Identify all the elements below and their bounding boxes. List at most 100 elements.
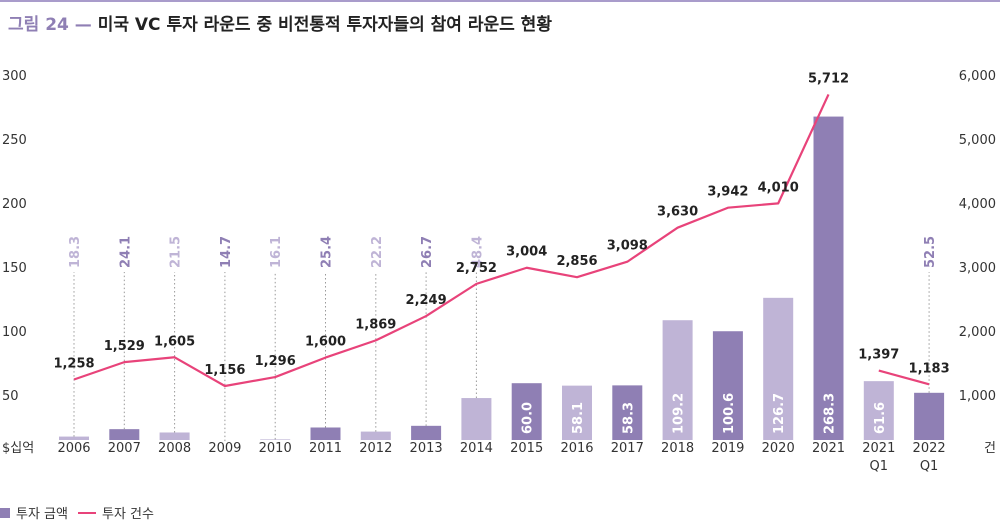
bar-value-label: 48.4: [470, 236, 485, 268]
category-label: 2009: [208, 441, 241, 456]
bar: [59, 436, 89, 440]
category-label: 2020: [762, 441, 795, 456]
bar: [662, 320, 693, 440]
category-label: 2021: [862, 441, 895, 456]
right-axis-tick: 5,000: [959, 133, 996, 148]
category-label: 2014: [460, 441, 493, 456]
category-label: 2015: [510, 441, 543, 456]
line-value-label: 2,249: [406, 293, 447, 308]
bar-value-label: 16.1: [269, 236, 284, 268]
left-axis-unit: $십억: [2, 441, 34, 456]
line-value-label: 3,630: [657, 205, 698, 220]
line-value-label: 2,856: [556, 254, 597, 269]
bar: [612, 385, 643, 440]
line-value-label: 4,010: [758, 180, 799, 195]
bar: [914, 392, 945, 440]
bar: [411, 425, 442, 440]
bar-value-label: 58.3: [621, 402, 636, 434]
line-value-label: 1,183: [909, 361, 950, 376]
left-axis-tick: 50: [2, 389, 19, 404]
line-value-label: 1,600: [305, 335, 346, 350]
bar-value-label: 100.6: [722, 393, 737, 434]
bar-value-label: 61.6: [873, 402, 888, 434]
category-label: 2012: [359, 441, 392, 456]
bar-value-label: 126.7: [772, 393, 787, 434]
category-label: 2017: [611, 441, 644, 456]
category-label: 2018: [661, 441, 694, 456]
bar: [109, 429, 140, 440]
bar-value-label: 58.1: [571, 402, 586, 434]
title-dash: —: [74, 15, 92, 35]
right-axis-tick: 1,000: [959, 389, 996, 404]
bar: [763, 297, 794, 440]
right-axis-unit: 건: [984, 441, 996, 456]
chart: 50 100 150 200 250 300 1,000 2,000 3,000 4,000 5,0…: [2, 69, 996, 474]
bar: [159, 432, 190, 440]
left-axis-tick: 100: [2, 325, 27, 340]
bar-value-label: 14.7: [219, 236, 234, 268]
right-axis-tick: 6,000: [959, 69, 996, 84]
category-label: 2011: [309, 441, 342, 456]
figure-label: 그림 24: [8, 15, 69, 35]
chart-title: 그림 24 — 미국 VC 투자 라운드 중 비전통적 투자자들의 참여 라운드…: [8, 10, 552, 35]
bar-value-label: 268.3: [823, 393, 838, 434]
bar: [360, 431, 391, 440]
left-axis-tick: 250: [2, 133, 27, 148]
category-label: 2006: [57, 441, 90, 456]
line-value-label: 3,098: [607, 239, 648, 254]
bar-value-label: 24.1: [118, 236, 133, 268]
category-label: Q1: [870, 459, 889, 474]
right-axis-tick: 4,000: [959, 197, 996, 212]
bar: [310, 427, 341, 440]
category-label: 2022: [913, 441, 946, 456]
line-value-label: 1,397: [858, 348, 899, 363]
line-value-label: 5,712: [808, 71, 849, 86]
bar: [863, 381, 894, 440]
legend-bar-label: 투자 금액: [16, 507, 68, 522]
category-label: 2019: [711, 441, 744, 456]
category-label: 2013: [410, 441, 443, 456]
category-label: 2021: [812, 441, 845, 456]
title-text: 미국 VC 투자 라운드 중 비전통적 투자자들의 참여 라운드 현황: [97, 15, 552, 35]
count-line: [73, 93, 830, 388]
left-axis-tick: 150: [2, 261, 27, 276]
bar-value-label: 52.5: [923, 236, 938, 268]
category-label: Q1: [920, 459, 939, 474]
right-axis-tick: 3,000: [959, 261, 996, 276]
legend-line-swatch: [77, 511, 96, 514]
legend-item-amount: 투자 금액: [0, 503, 68, 522]
count-line: [878, 369, 930, 386]
category-label: 2008: [158, 441, 191, 456]
category-label: 2016: [560, 441, 593, 456]
line-value-label: 3,004: [506, 245, 547, 260]
line-value-label: 1,258: [53, 356, 94, 371]
line-value-label: 1,156: [204, 363, 245, 378]
bar: [813, 116, 844, 441]
bar-value-label: 21.5: [169, 236, 184, 268]
bar-value-label: 26.7: [420, 236, 435, 268]
bar-value-label: 109.2: [672, 393, 687, 434]
category-label: 2007: [108, 441, 141, 456]
bar: [511, 383, 542, 440]
bar: [712, 331, 743, 440]
line-value-label: 2,752: [456, 261, 497, 276]
left-axis-tick: 300: [2, 69, 27, 84]
legend-line-label: 투자 건수: [101, 507, 154, 522]
line-value-label: 3,942: [707, 185, 748, 200]
bar-value-label: 22.2: [370, 236, 385, 268]
bar-value-label: 25.4: [320, 236, 335, 268]
line-value-label: 1,296: [255, 354, 296, 369]
legend-item-count: 투자 건수: [77, 503, 154, 522]
bar: [461, 398, 492, 440]
top-rule: [0, 0, 1000, 2]
line-value-label: 1,605: [154, 334, 195, 349]
bar: [260, 439, 291, 440]
legend-bar-swatch: [0, 507, 10, 518]
bar-value-label: 60.0: [521, 402, 536, 434]
bar: [562, 385, 592, 440]
line-value-label: 1,869: [355, 317, 396, 332]
category-label: 2010: [259, 441, 292, 456]
right-axis-tick: 2,000: [959, 325, 996, 340]
line-value-label: 1,529: [104, 339, 145, 354]
legend: 투자 금액 투자 건수: [0, 503, 164, 522]
